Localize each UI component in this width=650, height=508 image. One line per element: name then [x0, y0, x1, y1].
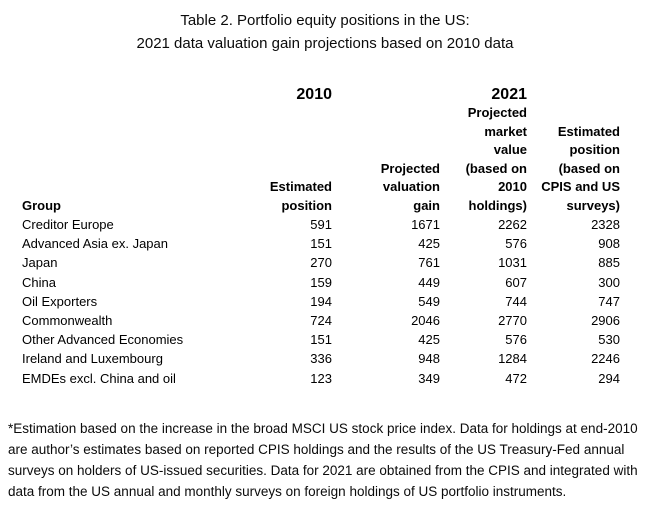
- cell-estimated-position-cpis: 2246: [591, 351, 620, 367]
- cell-projected-valuation-gain: 425: [418, 236, 440, 252]
- cell-projected-valuation-gain: 349: [418, 370, 440, 386]
- cell-estimated-position: 194: [310, 293, 332, 309]
- cell-projected-market-value: 607: [505, 274, 527, 290]
- year-header-spacer: [527, 86, 620, 104]
- cell-projected-market-value: 576: [505, 332, 527, 348]
- row-label: Advanced Asia ex. Japan: [22, 236, 168, 252]
- row-label: Japan: [22, 255, 58, 271]
- cell-estimated-position: 123: [310, 370, 332, 386]
- cell-projected-market-value: 1284: [498, 351, 527, 367]
- cell-estimated-position-cpis: 885: [598, 255, 620, 271]
- year-header-2010: 2010: [296, 86, 332, 103]
- cell-projected-valuation-gain: 449: [418, 274, 440, 290]
- column-header-group: Group: [22, 197, 61, 213]
- year-header-spacer: [22, 86, 250, 104]
- row-label: China: [22, 274, 56, 290]
- row-label: EMDEs excl. China and oil: [22, 370, 176, 386]
- table-row: EMDEs excl. China and oil 123 349 472 29…: [22, 369, 620, 388]
- table-row: Advanced Asia ex. Japan 151 425 576 908: [22, 234, 620, 253]
- cell-projected-market-value: 576: [505, 236, 527, 252]
- row-label: Ireland and Luxembourg: [22, 351, 163, 367]
- cell-estimated-position-cpis: 530: [598, 332, 620, 348]
- table-title-line1: Table 2. Portfolio equity positions in t…: [180, 12, 470, 29]
- table-row: China 159 449 607 300: [22, 273, 620, 292]
- cell-projected-market-value: 2262: [498, 217, 527, 232]
- cell-estimated-position-cpis: 294: [598, 370, 620, 386]
- cell-projected-market-value: 1031: [498, 255, 527, 271]
- cell-projected-valuation-gain: 425: [418, 332, 440, 348]
- cell-projected-valuation-gain: 948: [418, 351, 440, 367]
- table-row: Commonwealth 724 2046 2770 2906: [22, 311, 620, 330]
- row-label: Commonwealth: [22, 313, 113, 329]
- table-row: Oil Exporters 194 549 744 747: [22, 292, 620, 311]
- cell-estimated-position: 159: [310, 274, 332, 290]
- cell-projected-valuation-gain: 1671: [411, 217, 440, 232]
- table-row: Other Advanced Economies 151 425 576 530: [22, 330, 620, 349]
- cell-estimated-position: 151: [310, 332, 332, 348]
- column-header-projected-valuation-gain: Projected valuation gain: [380, 160, 440, 213]
- cell-projected-valuation-gain: 761: [418, 255, 440, 271]
- table-row: Ireland and Luxembourg 336 948 1284 2246: [22, 349, 620, 368]
- column-header-projected-market-value: Projected market value (based on 2010 ho…: [465, 105, 527, 213]
- column-header-estimated-position: Estimated position: [269, 179, 332, 213]
- cell-estimated-position-cpis: 2906: [591, 313, 620, 329]
- footnote: *Estimation based on the increase in the…: [8, 420, 638, 499]
- year-header-row: 2010 2021: [22, 86, 620, 104]
- cell-projected-market-value: 472: [505, 370, 527, 386]
- cell-estimated-position: 270: [310, 255, 332, 271]
- row-label: Creditor Europe: [22, 217, 114, 232]
- row-label: Other Advanced Economies: [22, 332, 184, 348]
- cell-estimated-position: 151: [310, 236, 332, 252]
- cell-estimated-position: 336: [310, 351, 332, 367]
- cell-projected-market-value: 2770: [498, 313, 527, 329]
- year-header-spacer: [332, 86, 440, 104]
- cell-projected-valuation-gain: 549: [418, 293, 440, 309]
- column-header-estimated-position-cpis: Estimated position (based on CPIS and US…: [541, 123, 620, 213]
- table-title-line2: 2021 data valuation gain projections bas…: [136, 35, 514, 52]
- table-row: Japan 270 761 1031 885: [22, 253, 620, 272]
- cell-projected-market-value: 744: [505, 293, 527, 309]
- cell-estimated-position-cpis: 747: [598, 293, 620, 309]
- column-header-row: Group Estimated position Projected valua…: [22, 104, 620, 215]
- cell-estimated-position-cpis: 300: [598, 274, 620, 290]
- table-title: Table 2. Portfolio equity positions in t…: [0, 0, 650, 55]
- equity-positions-table: 2010 2021 Group Estimated position Proje…: [22, 86, 620, 388]
- cell-estimated-position: 591: [310, 217, 332, 232]
- table-row: Creditor Europe 591 1671 2262 2328: [22, 215, 620, 234]
- cell-estimated-position: 724: [310, 313, 332, 329]
- year-header-2021: 2021: [491, 86, 527, 103]
- cell-estimated-position-cpis: 2328: [591, 217, 620, 232]
- cell-projected-valuation-gain: 2046: [411, 313, 440, 329]
- row-label: Oil Exporters: [22, 293, 98, 309]
- cell-estimated-position-cpis: 908: [598, 236, 620, 252]
